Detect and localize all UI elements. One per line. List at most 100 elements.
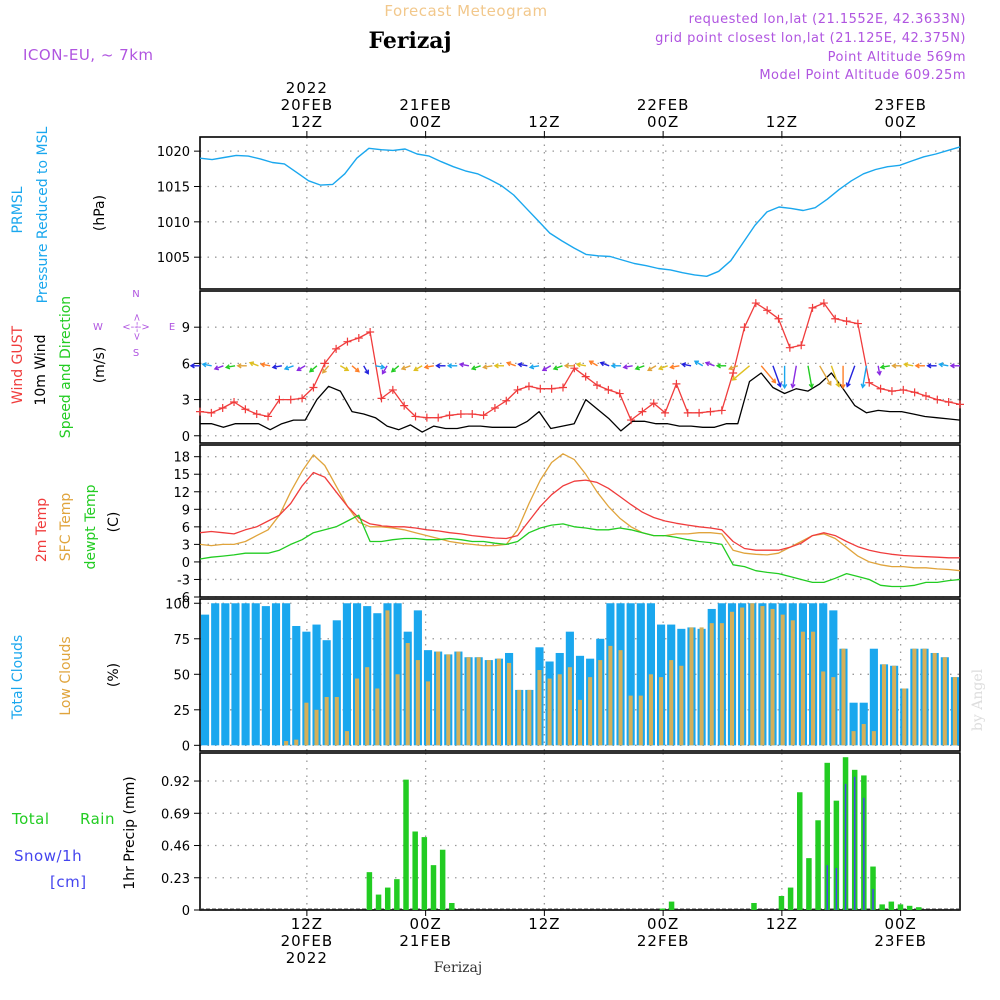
wind-arrow-head — [704, 361, 711, 367]
wind-arrow — [670, 365, 680, 369]
gust-marker — [921, 391, 930, 400]
low-cloud-bar — [628, 695, 633, 746]
rain-bar — [870, 866, 876, 910]
wind-arrow-head — [236, 363, 242, 369]
gust-marker — [683, 408, 692, 417]
total-cloud-bar — [282, 603, 291, 746]
total-cloud-bar — [201, 614, 210, 746]
wind-arrow-head — [728, 365, 734, 371]
wind-arrow-head — [493, 363, 499, 369]
bottom-tick-label: 23FEB — [874, 932, 926, 950]
wind-arrow — [694, 360, 704, 367]
wind-arrow-head — [845, 382, 851, 388]
gust-marker — [729, 369, 738, 378]
rain-bar — [430, 865, 437, 910]
bottom-tick-label: 12Z — [766, 915, 798, 933]
wind-arrow-head — [354, 367, 360, 373]
y-tick-label: 12 — [173, 486, 190, 501]
total-cloud-bar — [292, 625, 301, 746]
station-title: Ferizaj — [368, 28, 451, 54]
bottom-tick-label: 00Z — [409, 915, 441, 933]
low-cloud-bar — [699, 627, 704, 746]
gust-marker — [581, 372, 590, 381]
wind-arrow — [375, 365, 385, 369]
gust-marker — [695, 408, 704, 417]
wind-arrow — [414, 365, 423, 371]
gust-marker — [196, 407, 204, 416]
wind-arrow-head — [599, 361, 605, 367]
low-cloud-bar — [375, 688, 380, 746]
temp-sfc-label: SFC Temp — [58, 493, 74, 562]
rain-bar — [668, 901, 675, 910]
wind-arrow — [600, 362, 610, 367]
wind-arrow-head — [575, 362, 581, 368]
low-cloud-bar — [324, 697, 329, 746]
top-tick-label: 12Z — [528, 113, 560, 131]
dewpt-temp-line — [199, 514, 961, 588]
cloud-panel: 0 25 50 75 100 — [165, 597, 961, 754]
gust-marker — [706, 407, 715, 416]
low-cloud-bar — [436, 651, 441, 746]
wind-arrow — [483, 365, 493, 369]
total-cloud-bar — [221, 603, 230, 746]
top-tick-label: 22FEB — [637, 96, 689, 114]
gust-marker — [797, 341, 806, 350]
low-cloud-bar — [709, 623, 714, 746]
low-cloud-bar — [284, 741, 289, 746]
low-cloud-bar — [415, 660, 420, 746]
wind-arrow — [518, 363, 528, 367]
wind-arrow-head — [470, 365, 477, 371]
low-cloud-bar — [831, 677, 836, 746]
low-cloud-bar — [557, 674, 562, 746]
wind-arrow-head — [949, 363, 955, 369]
low-cloud-bar — [314, 709, 319, 746]
total-cloud-bar — [261, 606, 270, 746]
wind-arrow — [249, 362, 259, 367]
wind-arrow — [877, 365, 881, 375]
wind-arrow-head — [435, 363, 441, 369]
gust-marker — [593, 381, 602, 390]
low-cloud-bar — [871, 731, 876, 746]
gust-marker — [661, 408, 670, 417]
forecast-title: Forecast Meteogram — [384, 2, 547, 20]
low-cloud-bar — [760, 606, 765, 746]
y-tick-label: 1015 — [157, 180, 190, 195]
low-cloud-bar — [577, 699, 583, 746]
low-cloud-bar — [689, 627, 694, 746]
wind-arrow — [772, 365, 782, 387]
gust-marker — [366, 328, 375, 337]
wind-arrow-head — [879, 364, 885, 370]
y-tick-label: -6 — [177, 591, 190, 606]
rain-bar — [787, 887, 794, 910]
gust-marker — [309, 383, 318, 392]
wind-arrow-head — [505, 361, 512, 367]
rain-bar — [421, 837, 428, 910]
y-tick-label: 6 — [182, 357, 190, 372]
top-tick-label: 00Z — [647, 113, 679, 131]
wind-arrow-head — [634, 365, 640, 371]
gust-marker — [842, 317, 851, 326]
wind-gust-line — [199, 302, 961, 421]
low-cloud-bar — [648, 674, 653, 746]
wind-arrow-head — [541, 366, 547, 372]
wind-arrow — [363, 365, 369, 374]
gust-marker — [570, 364, 579, 373]
wind-arrow-head — [781, 384, 788, 390]
rain-bar — [384, 887, 391, 910]
low-cloud-bar — [740, 607, 745, 746]
wind-arrow-head — [776, 382, 782, 388]
compass-arrow-v: <---> — [132, 313, 143, 341]
y-tick-label: 0.23 — [161, 872, 190, 887]
wind-arrow-head — [308, 367, 315, 373]
wind-10m-line — [200, 372, 961, 433]
rain-bar — [897, 904, 904, 910]
low-cloud-bar — [344, 731, 349, 746]
wind-arrow — [791, 365, 797, 388]
gust-marker — [332, 344, 341, 353]
low-cloud-bar — [912, 648, 917, 746]
panel-frame — [199, 444, 961, 598]
y-tick-label: 0 — [182, 430, 190, 445]
wind-arrow-head — [423, 364, 429, 370]
wind-arrow-head — [840, 384, 846, 390]
wind-arrow-head — [715, 363, 721, 369]
